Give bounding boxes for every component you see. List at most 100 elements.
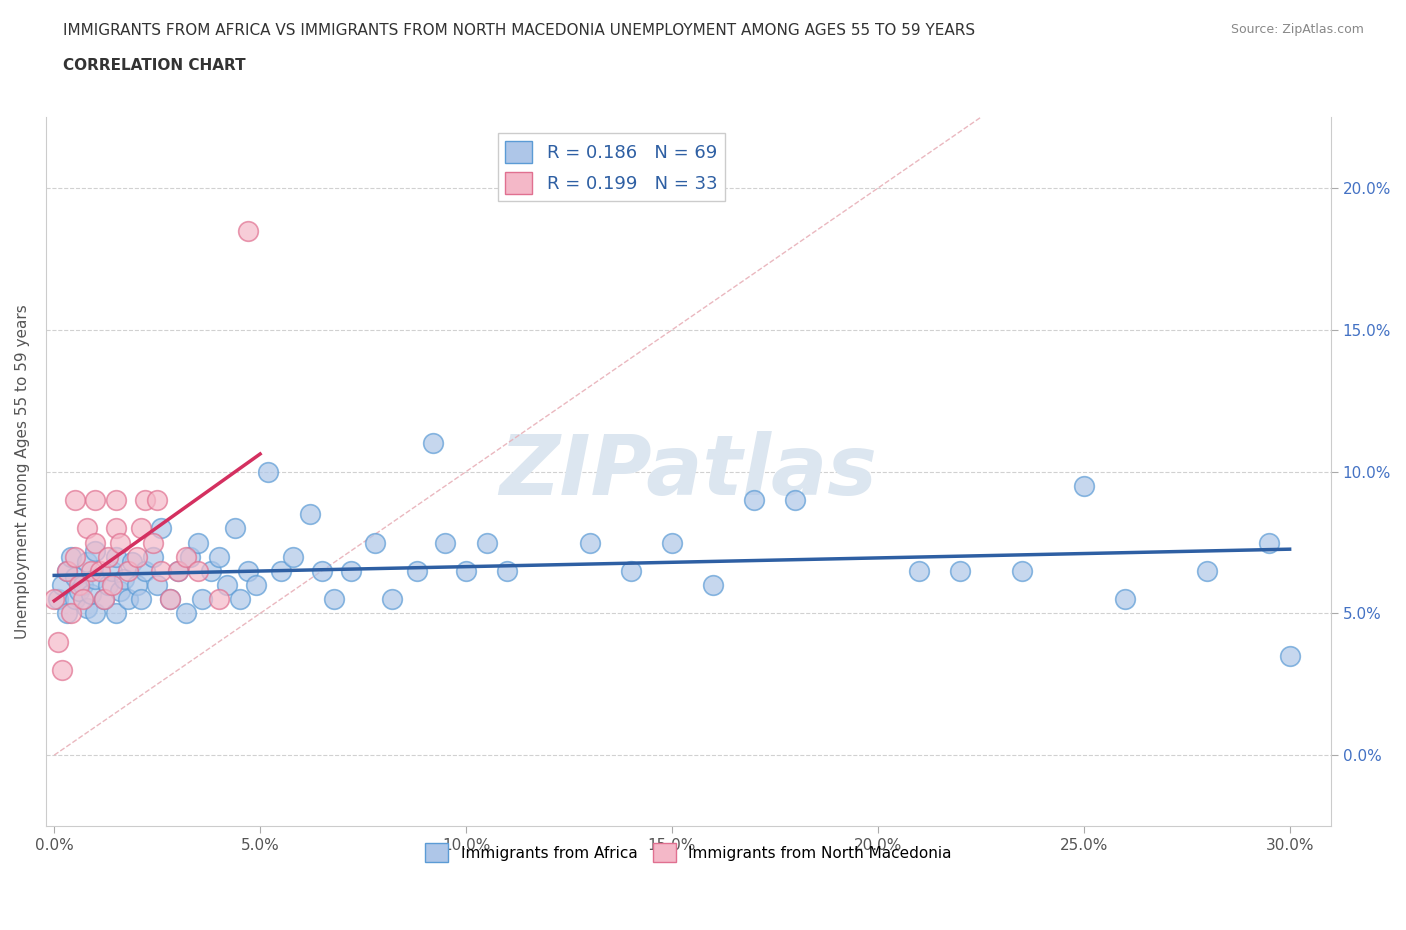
Point [55,564,77,578]
Point [381,591,404,606]
Point [121,555,143,570]
Point [97,578,120,592]
Point [84,535,107,550]
Point [84,606,107,621]
Point [742,493,765,508]
Point [150,564,173,578]
Point [150,521,173,536]
Point [245,578,267,592]
Point [84,572,107,587]
Point [55,564,77,578]
Point [117,591,139,606]
Point [496,564,519,578]
Point [117,564,139,578]
Point [364,535,387,550]
Point [1278,648,1301,663]
Point [166,564,188,578]
Point [166,564,188,578]
Point [80,586,103,601]
Point [208,591,231,606]
Point [454,564,477,578]
Point [101,578,124,592]
Point [134,493,156,508]
Point [200,564,222,578]
Point [187,564,209,578]
Text: IMMIGRANTS FROM AFRICA VS IMMIGRANTS FROM NORTH MACEDONIA UNEMPLOYMENT AMONG AGE: IMMIGRANTS FROM AFRICA VS IMMIGRANTS FRO… [63,23,976,38]
Point [59,606,82,621]
Text: Source: ZipAtlas.com: Source: ZipAtlas.com [1230,23,1364,36]
Point [1197,564,1219,578]
Point [339,564,361,578]
Point [224,521,246,536]
Point [1073,478,1095,493]
Point [93,591,115,606]
Point [89,564,111,578]
Point [217,578,239,592]
Point [125,550,148,565]
Point [67,583,90,598]
Point [620,564,643,578]
Point [101,564,124,578]
Point [84,544,107,559]
Point [44,591,66,606]
Point [108,583,131,598]
Legend: Immigrants from Africa, Immigrants from North Macedonia: Immigrants from Africa, Immigrants from … [419,837,957,868]
Point [159,591,181,606]
Point [72,578,94,592]
Point [1258,535,1281,550]
Point [270,564,292,578]
Point [76,555,98,570]
Point [72,591,94,606]
Point [51,663,73,678]
Point [405,564,427,578]
Point [76,600,98,615]
Point [63,569,86,584]
Point [142,550,165,565]
Point [311,564,333,578]
Point [80,564,103,578]
Point [191,591,214,606]
Point [785,493,807,508]
Point [228,591,250,606]
Point [323,591,346,606]
Text: ZIPatlas: ZIPatlas [499,432,877,512]
Point [104,550,127,565]
Point [125,578,148,592]
Point [142,535,165,550]
Point [187,535,209,550]
Point [104,606,127,621]
Point [159,591,181,606]
Point [422,436,444,451]
Point [146,578,169,592]
Y-axis label: Unemployment Among Ages 55 to 59 years: Unemployment Among Ages 55 to 59 years [15,304,30,639]
Point [46,591,69,606]
Point [475,535,498,550]
Point [76,521,98,536]
Point [63,591,86,606]
Point [578,535,600,550]
Point [1114,591,1136,606]
Point [1011,564,1033,578]
Point [298,507,321,522]
Point [908,564,931,578]
Point [257,464,280,479]
Text: CORRELATION CHART: CORRELATION CHART [63,58,246,73]
Point [104,493,127,508]
Point [46,634,69,649]
Point [281,550,304,565]
Point [236,564,259,578]
Point [51,578,73,592]
Point [236,223,259,238]
Point [63,493,86,508]
Point [55,606,77,621]
Point [108,535,131,550]
Point [174,550,197,565]
Point [67,578,90,592]
Point [129,521,152,536]
Point [949,564,972,578]
Point [179,550,201,565]
Point [146,493,169,508]
Point [208,550,231,565]
Point [134,564,156,578]
Point [702,578,724,592]
